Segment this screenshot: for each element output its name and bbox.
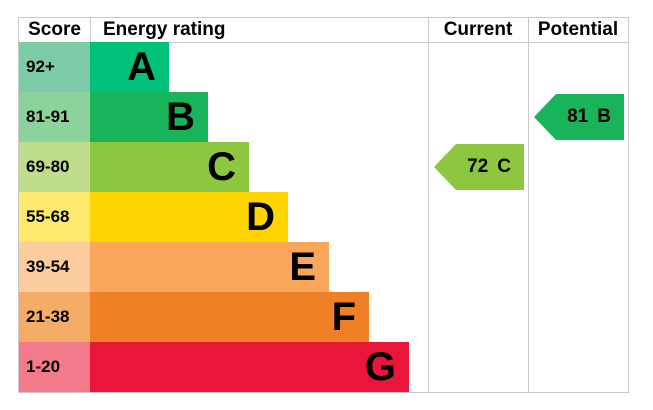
rating-bar-b: B	[90, 92, 208, 142]
current-rating-value: 72	[467, 156, 489, 177]
score-range-d: 55-68	[19, 192, 90, 242]
column-header-score: Score	[28, 19, 81, 40]
score-range-b: 81-91	[19, 92, 90, 142]
potential-rating-value: 81	[567, 106, 589, 127]
column-header-potential: Potential	[537, 19, 619, 40]
current-rating-marker: 72 C	[434, 144, 524, 190]
divider-header	[19, 42, 628, 43]
current-rating-letter: C	[497, 156, 511, 177]
rating-bar-f: F	[90, 292, 369, 342]
rating-bar-e: E	[90, 242, 329, 292]
score-range-a: 92+	[19, 42, 90, 92]
rating-bar-d: D	[90, 192, 288, 242]
rating-bar-g: G	[90, 342, 409, 392]
rating-bar-a: A	[90, 42, 169, 92]
rating-bar-c: C	[90, 142, 249, 192]
column-header-current: Current	[443, 19, 513, 40]
potential-rating-marker: 81 B	[534, 94, 624, 140]
score-range-f: 21-38	[19, 292, 90, 342]
rating-table: Score Energy rating Current Potential 92…	[18, 17, 629, 393]
score-range-g: 1-20	[19, 342, 90, 392]
potential-rating-letter: B	[597, 106, 611, 127]
divider-rating-current	[428, 18, 429, 392]
divider-current-potential	[528, 18, 529, 392]
score-range-e: 39-54	[19, 242, 90, 292]
column-header-energy-rating: Energy rating	[103, 19, 226, 40]
score-range-c: 69-80	[19, 142, 90, 192]
